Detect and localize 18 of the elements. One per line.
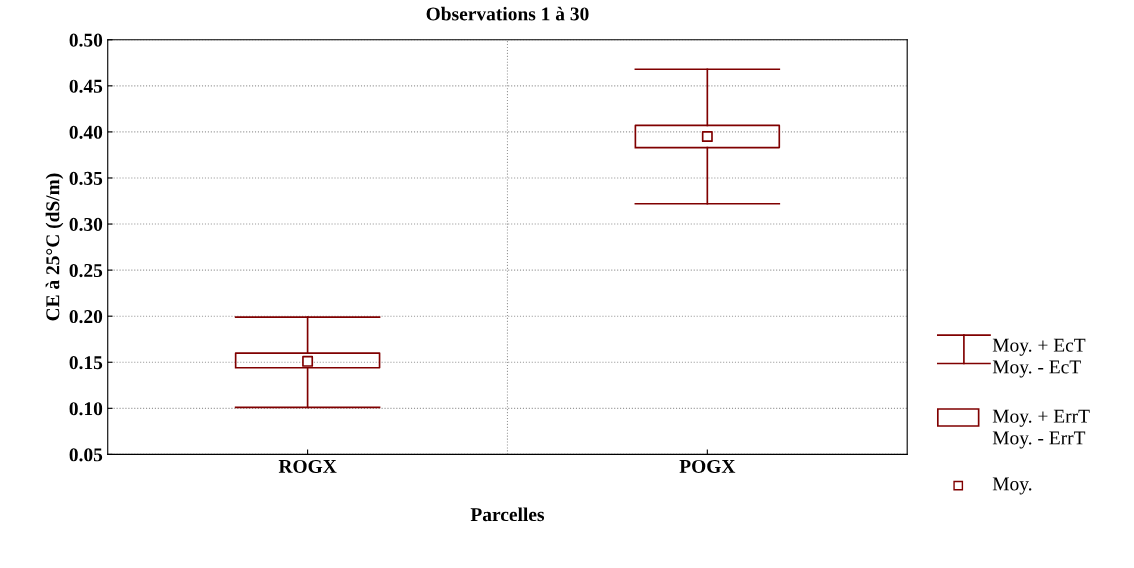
y-tick-label: 0.05 — [69, 448, 103, 462]
y-tick-label: 0.40 — [69, 125, 103, 139]
y-tick-label: 0.20 — [69, 310, 103, 324]
text: Moy. + EcT Moy. - EcT — [992, 338, 1086, 378]
y-tick-label: 0.15 — [69, 356, 103, 370]
text: Moy. — [992, 477, 1032, 495]
y-tick-label: 0.30 — [69, 217, 103, 232]
y-tick-label: 0.45 — [69, 79, 103, 93]
text: Moy. + ErrT Moy. - ErrT — [992, 409, 1090, 449]
y-tick-label: 0.25 — [69, 263, 103, 278]
x-axis-title: Parcelles — [470, 507, 545, 522]
y-axis-title: CE à 25°C (dS/m) — [45, 173, 64, 321]
x-tick-label: POGX — [679, 459, 736, 473]
y-tick-label: 0.10 — [69, 402, 103, 416]
chart-title: Observations 1 à 30 — [426, 6, 589, 21]
x-tick-label: ROGX — [278, 459, 337, 473]
y-tick-label: 0.35 — [69, 171, 103, 185]
y-tick-label: 0.50 — [69, 33, 103, 47]
